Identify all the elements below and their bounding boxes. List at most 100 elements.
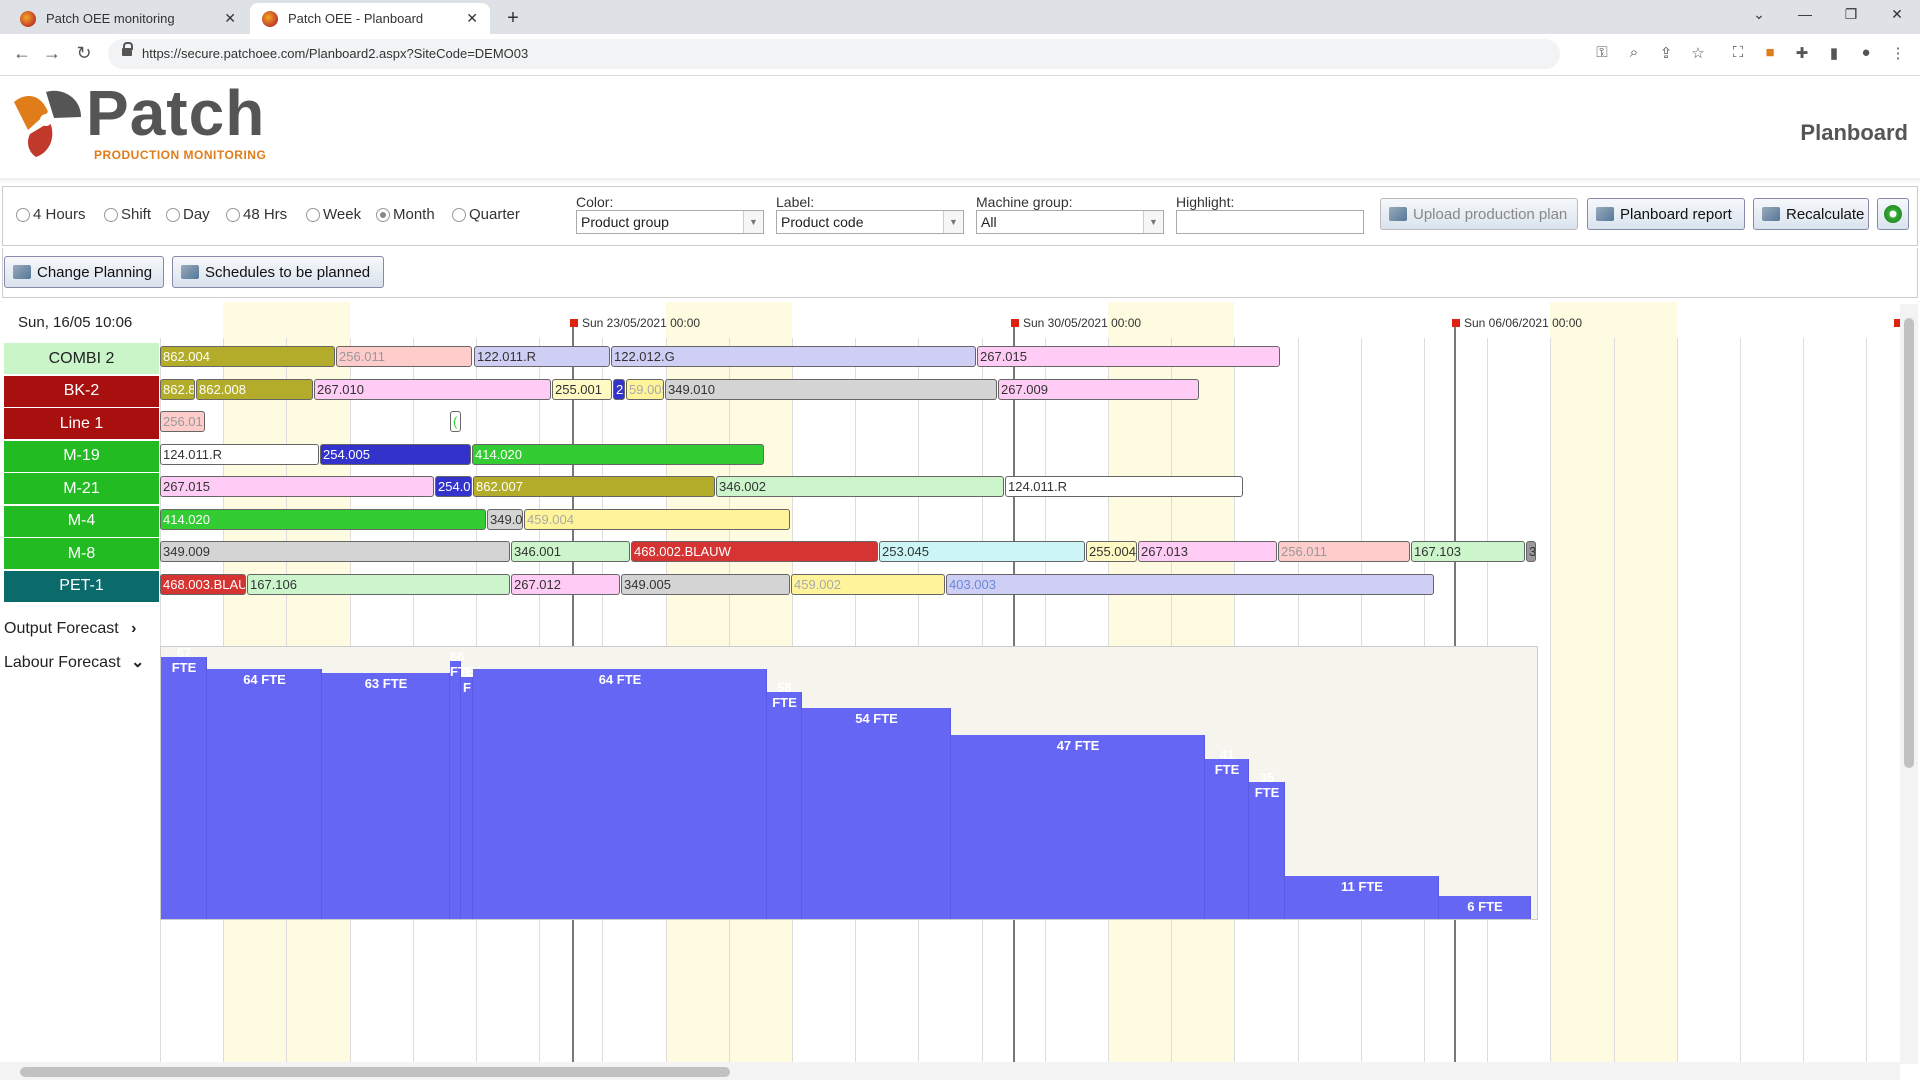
machine-label-m-4[interactable]: M-4 bbox=[4, 505, 159, 537]
production-order-bar[interactable]: 254.005 bbox=[320, 443, 471, 465]
browser-tab-0[interactable]: Patch OEE monitoring ✕ bbox=[8, 3, 248, 34]
share-icon[interactable]: ⇪ bbox=[1659, 45, 1673, 62]
production-order-bar[interactable]: 267.009 bbox=[998, 378, 1199, 400]
production-order-bar[interactable]: 255.001 bbox=[552, 378, 612, 400]
production-order-bar[interactable]: 122.012.G bbox=[611, 346, 976, 367]
machine-label-m-21[interactable]: M-21 bbox=[4, 473, 159, 504]
production-order-bar[interactable]: 267.012 bbox=[511, 573, 620, 595]
production-order-bar[interactable]: 468.002.BLAUW bbox=[631, 541, 878, 562]
production-order-bar[interactable]: 267.013 bbox=[1138, 541, 1277, 562]
production-order-bar[interactable]: 267.010 bbox=[314, 378, 551, 400]
key-icon[interactable]: ⚿ bbox=[1596, 44, 1608, 61]
refresh-button[interactable] bbox=[1877, 198, 1909, 230]
machine-label-line-1[interactable]: Line 1 bbox=[4, 408, 159, 439]
production-order-bar[interactable]: 862.8 bbox=[160, 378, 195, 400]
bookmark-star-icon[interactable]: ☆ bbox=[1691, 45, 1705, 62]
radio-button[interactable] bbox=[376, 207, 390, 222]
range-option-week[interactable]: Week bbox=[306, 206, 361, 223]
production-order-bar[interactable]: ( bbox=[450, 411, 461, 432]
production-order-bar[interactable]: 59.005 bbox=[626, 378, 664, 400]
production-order-bar[interactable]: 349.0 bbox=[487, 508, 523, 530]
radio-button[interactable] bbox=[452, 207, 466, 222]
chevron-down-icon[interactable]: ▼ bbox=[1143, 211, 1163, 233]
production-order-bar[interactable]: 124.011.R bbox=[1005, 476, 1243, 497]
extension-rss-icon[interactable]: ■ bbox=[1765, 44, 1775, 61]
range-option-quarter[interactable]: Quarter bbox=[452, 206, 520, 223]
production-order-bar[interactable]: 414.020 bbox=[160, 508, 486, 530]
production-order-bar[interactable]: 414.020 bbox=[472, 443, 764, 465]
range-option-48-hrs[interactable]: 48 Hrs bbox=[226, 206, 287, 223]
production-order-bar[interactable]: 256.011 bbox=[1278, 541, 1410, 562]
highlight-input[interactable] bbox=[1176, 210, 1364, 234]
production-order-bar[interactable]: 3 bbox=[1526, 541, 1536, 562]
recalculate-button[interactable]: Recalculate bbox=[1753, 198, 1869, 230]
browser-tab-1[interactable]: Patch OEE - Planboard ✕ bbox=[250, 3, 490, 34]
color-select[interactable]: Product group ▼ bbox=[576, 210, 764, 234]
restore-icon[interactable]: ❐ bbox=[1844, 6, 1858, 22]
radio-button[interactable] bbox=[104, 207, 118, 222]
production-order-bar[interactable]: 254.0 bbox=[435, 476, 472, 497]
new-tab-icon[interactable]: + bbox=[507, 7, 519, 29]
radio-button[interactable] bbox=[226, 207, 240, 222]
production-order-bar[interactable]: 124.011.R bbox=[160, 443, 319, 465]
machine-label-bk-2[interactable]: BK-2 bbox=[4, 375, 159, 407]
production-order-bar[interactable]: 256.011 bbox=[336, 346, 472, 367]
schedules-button[interactable]: Schedules to be planned bbox=[172, 256, 384, 288]
radio-button[interactable] bbox=[166, 207, 180, 222]
range-option-day[interactable]: Day bbox=[166, 206, 210, 223]
url-text[interactable]: https://secure.patchoee.com/Planboard2.a… bbox=[142, 46, 529, 61]
vertical-scroll-thumb[interactable] bbox=[1904, 318, 1914, 768]
machine-label-m-8[interactable]: M-8 bbox=[4, 538, 159, 569]
upload-plan-button[interactable]: Upload production plan bbox=[1380, 198, 1578, 230]
machine-label-pet-1[interactable]: PET-1 bbox=[4, 570, 159, 602]
close-tab-icon[interactable]: ✕ bbox=[466, 10, 478, 26]
production-order-bar[interactable]: 349.009 bbox=[160, 541, 510, 562]
minimize-icon[interactable]: — bbox=[1798, 6, 1812, 22]
production-order-bar[interactable]: 267.015 bbox=[977, 346, 1280, 367]
production-order-bar[interactable]: 167.106 bbox=[247, 573, 510, 595]
horizontal-scroll-thumb[interactable] bbox=[20, 1067, 730, 1077]
production-order-bar[interactable]: 267.015 bbox=[160, 476, 434, 497]
chevron-down-icon[interactable]: ▼ bbox=[743, 211, 763, 233]
reload-icon[interactable]: ↻ bbox=[76, 43, 92, 63]
chevron-down-icon[interactable]: ▼ bbox=[943, 211, 963, 233]
production-order-bar[interactable]: 122.011.R bbox=[474, 346, 610, 367]
production-order-bar[interactable]: 255.004 bbox=[1086, 541, 1137, 562]
labour-forecast-toggle[interactable]: Labour Forecast ⌄ bbox=[4, 652, 144, 672]
production-order-bar[interactable]: 468.003.BLAUW bbox=[160, 573, 246, 595]
range-option-shift[interactable]: Shift bbox=[104, 206, 151, 223]
sidepanel-icon[interactable]: ▮ bbox=[1829, 45, 1839, 62]
production-order-bar[interactable]: 346.002 bbox=[716, 476, 1004, 497]
output-forecast-toggle[interactable]: Output Forecast › bbox=[4, 620, 137, 638]
production-order-bar[interactable]: 862.008 bbox=[196, 378, 313, 400]
production-order-bar[interactable]: 167.103 bbox=[1411, 541, 1525, 562]
machine-label-combi-2[interactable]: COMBI 2 bbox=[4, 343, 159, 374]
close-window-icon[interactable]: ✕ bbox=[1891, 6, 1903, 22]
radio-button[interactable] bbox=[306, 207, 320, 222]
profile-avatar-icon[interactable]: ● bbox=[1861, 44, 1871, 61]
production-order-bar[interactable]: 2 bbox=[613, 378, 625, 400]
zoom-icon[interactable]: ⌕ bbox=[1629, 44, 1639, 61]
production-order-bar[interactable]: 459.004 bbox=[524, 508, 790, 530]
range-option-4-hours[interactable]: 4 Hours bbox=[16, 206, 86, 223]
planboard-report-button[interactable]: Planboard report bbox=[1587, 198, 1745, 230]
extensions-puzzle-icon[interactable]: ✚ bbox=[1795, 45, 1809, 62]
change-planning-button[interactable]: Change Planning bbox=[4, 256, 164, 288]
forward-icon[interactable]: → bbox=[43, 43, 61, 63]
production-order-bar[interactable]: 349.005 bbox=[621, 573, 790, 595]
production-order-bar[interactable]: 256.01 bbox=[160, 411, 205, 432]
range-option-month[interactable]: Month bbox=[376, 206, 435, 223]
production-order-bar[interactable]: 349.010 bbox=[665, 378, 997, 400]
label-select[interactable]: Product code ▼ bbox=[776, 210, 964, 234]
back-icon[interactable]: ← bbox=[13, 43, 31, 63]
machine-label-m-19[interactable]: M-19 bbox=[4, 440, 159, 472]
production-order-bar[interactable]: 862.007 bbox=[473, 476, 715, 497]
production-order-bar[interactable]: 346.001 bbox=[511, 541, 630, 562]
screenshot-icon[interactable]: ⛶ bbox=[1732, 44, 1744, 61]
tab-search-icon[interactable]: ⌄ bbox=[1753, 6, 1765, 22]
close-tab-icon[interactable]: ✕ bbox=[224, 10, 236, 26]
machine-group-select[interactable]: All ▼ bbox=[976, 210, 1164, 234]
production-order-bar[interactable]: 403.003 bbox=[946, 573, 1434, 595]
radio-button[interactable] bbox=[16, 207, 30, 222]
production-order-bar[interactable]: 862.004 bbox=[160, 346, 335, 367]
